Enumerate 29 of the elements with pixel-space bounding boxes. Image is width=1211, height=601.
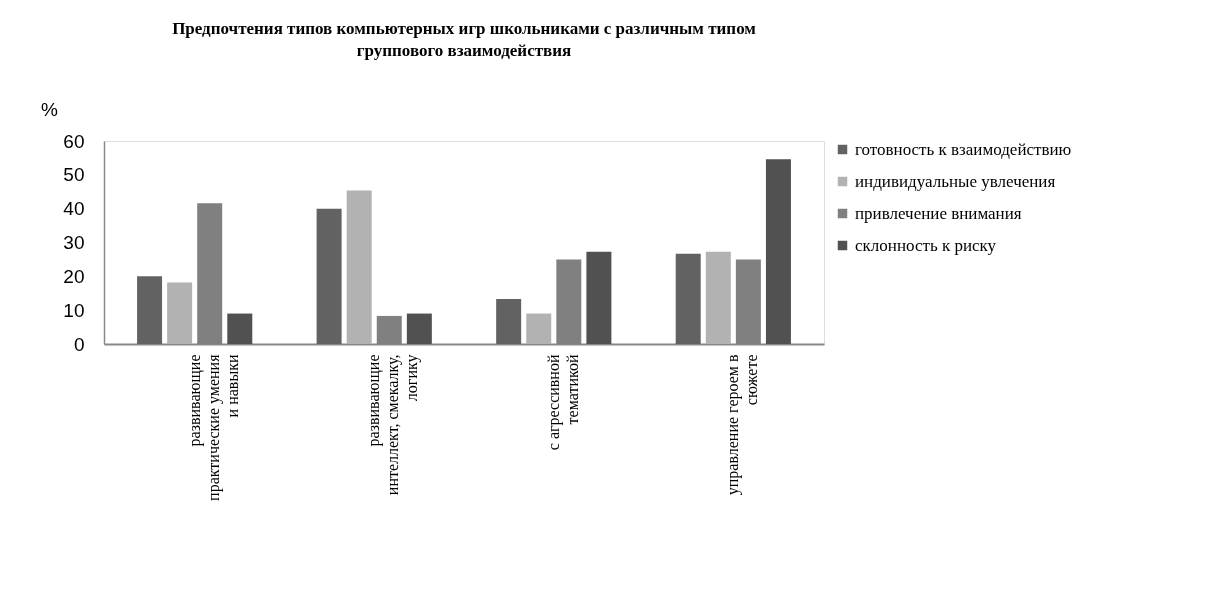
x-tick-label: развивающие практические умения и навыки	[185, 353, 241, 501]
bar	[586, 251, 612, 344]
chart-title: Предпочтения типов компьютерных игр школьниками с различным типом группового взаимодействия	[172, 19, 757, 60]
bar	[705, 251, 731, 344]
y-tick-label: 60	[63, 130, 85, 152]
y-tick-label: 10	[63, 299, 85, 321]
bar	[765, 159, 791, 344]
bar	[675, 253, 701, 344]
legend-label: привлечение внимания	[855, 203, 1022, 223]
y-axis-title: %	[41, 98, 59, 120]
x-tick-label: с агрессивной тематикой	[544, 354, 581, 451]
y-tick-label: 20	[63, 265, 85, 287]
y-tick-label: 40	[63, 198, 85, 220]
bar	[496, 299, 522, 344]
bar	[346, 190, 372, 344]
legend-label: готовность к взаимодействию	[855, 139, 1072, 159]
legend-label: индивидуальные увлечения	[855, 171, 1056, 191]
y-tick-label: 30	[63, 232, 85, 253]
bar	[167, 282, 193, 344]
bar	[227, 313, 253, 344]
bar	[316, 208, 342, 344]
bar	[137, 276, 163, 344]
x-tick-label: управление героем в сюжете	[724, 354, 761, 496]
bar	[406, 313, 432, 344]
y-tick-label: 50	[63, 164, 85, 186]
bar	[526, 313, 552, 344]
x-tick-label: развивающие интеллект, смекалку, логику	[365, 354, 422, 496]
legend-label: склонность к риску	[855, 235, 997, 255]
y-tick-label: 0	[73, 333, 85, 355]
